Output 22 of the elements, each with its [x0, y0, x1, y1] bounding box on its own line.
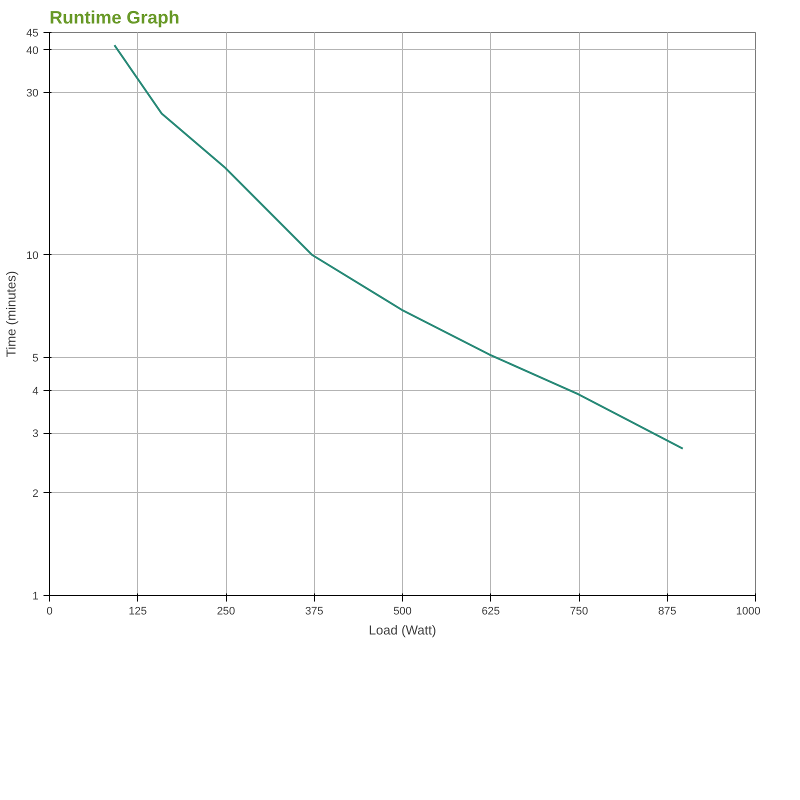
x-tick-label: 750 [570, 606, 588, 618]
x-tick-label: 0 [46, 606, 53, 618]
x-tick-label: 125 [128, 606, 147, 618]
x-tick-label: 625 [482, 606, 500, 618]
line-series [113, 44, 684, 450]
x-tick-label: 875 [658, 606, 676, 618]
y-tick-label: 10 [26, 250, 39, 262]
y-tick-label: 30 [26, 87, 39, 100]
x-tick-label: 500 [393, 606, 412, 618]
x-tick-label: 375 [305, 606, 324, 618]
x-axis-title: Load (Watt) [368, 622, 436, 638]
y-tick-label: 40 [26, 44, 39, 57]
y-tick-label: 5 [32, 352, 39, 364]
x-tick-label: 250 [216, 606, 236, 618]
x-tick-label: 1000 [736, 606, 761, 618]
y-tick-label: 2 [32, 488, 39, 500]
y-tick-label: 45 [26, 28, 39, 40]
chart-title: Runtime Graph [50, 8, 180, 28]
y-tick-label: 4 [32, 385, 39, 398]
y-tick-label: 3 [32, 428, 39, 440]
y-axis-title: Time (minutes) [3, 270, 18, 358]
y-tick-label: 1 [32, 590, 39, 602]
